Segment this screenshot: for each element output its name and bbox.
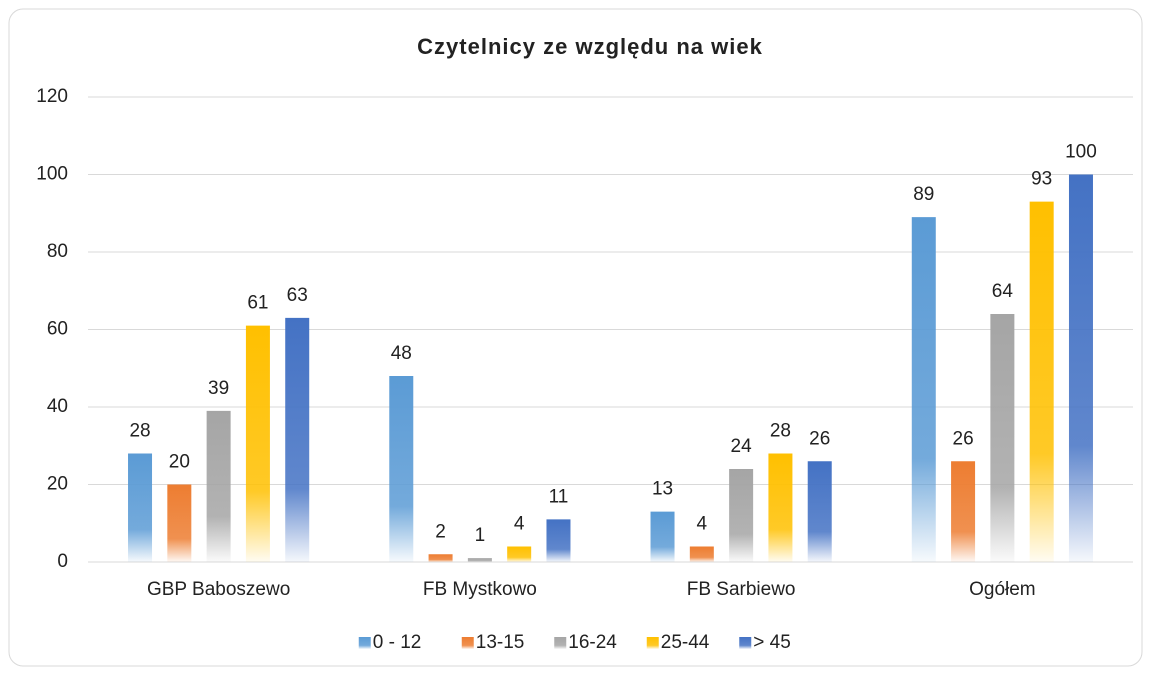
bar [428, 554, 453, 562]
legend-swatch [646, 637, 659, 649]
data-label: 63 [287, 285, 308, 306]
bar [389, 376, 414, 562]
bar [206, 410, 231, 562]
data-label: 4 [514, 514, 525, 535]
bar [768, 453, 793, 562]
legend-swatch [554, 637, 567, 649]
bar [507, 546, 532, 562]
data-label: 39 [208, 378, 229, 399]
data-label: 28 [129, 421, 150, 442]
data-label: 4 [697, 514, 708, 535]
chart-border [8, 8, 1143, 667]
x-tick-label: GBP Baboszewo [147, 579, 290, 600]
data-label: 24 [731, 436, 753, 457]
data-label: 20 [169, 452, 190, 473]
y-tick-label: 120 [36, 86, 68, 107]
legend-label: 0 - 12 [373, 632, 422, 653]
y-tick-label: 100 [36, 164, 68, 185]
data-label: 61 [247, 293, 268, 314]
x-tick-label: FB Mystkowo [423, 579, 537, 600]
legend-label: 13-15 [476, 632, 525, 653]
y-tick-label: 20 [47, 474, 68, 495]
legend-swatch [739, 637, 752, 649]
legend-label: > 45 [753, 632, 791, 653]
bar [546, 519, 571, 562]
bar [990, 314, 1015, 562]
data-label: 89 [913, 184, 934, 205]
data-label: 26 [809, 428, 830, 449]
bar [245, 325, 270, 562]
y-tick-label: 80 [47, 241, 68, 262]
bar [911, 217, 936, 562]
data-label: 48 [391, 343, 412, 364]
chart-title: Czytelnicy ze względu na wiek [417, 34, 763, 59]
bar [285, 317, 310, 562]
data-label: 100 [1065, 142, 1097, 163]
data-label: 13 [652, 479, 673, 500]
bar [689, 546, 714, 562]
bar [951, 461, 976, 562]
y-tick-label: 60 [47, 319, 68, 340]
legend-swatch [461, 637, 474, 649]
bar [167, 484, 192, 562]
bar [128, 453, 153, 562]
y-tick-label: 0 [57, 551, 68, 572]
data-label: 64 [992, 281, 1014, 302]
data-label: 2 [435, 521, 446, 542]
bar [650, 511, 675, 562]
x-tick-label: FB Sarbiewo [687, 579, 796, 600]
y-tick-label: 40 [47, 396, 68, 417]
data-label: 11 [549, 486, 569, 507]
bar [467, 558, 492, 562]
bar [1029, 201, 1054, 562]
bar [807, 461, 832, 562]
legend-label: 25-44 [661, 632, 710, 653]
legend-swatch [358, 637, 371, 649]
data-label: 93 [1031, 169, 1052, 190]
data-label: 26 [953, 428, 974, 449]
bar [1068, 174, 1093, 562]
x-tick-label: Ogółem [969, 579, 1036, 600]
bar [729, 469, 754, 562]
data-label: 28 [770, 421, 791, 442]
data-label: 1 [475, 525, 486, 546]
legend-label: 16-24 [568, 632, 617, 653]
